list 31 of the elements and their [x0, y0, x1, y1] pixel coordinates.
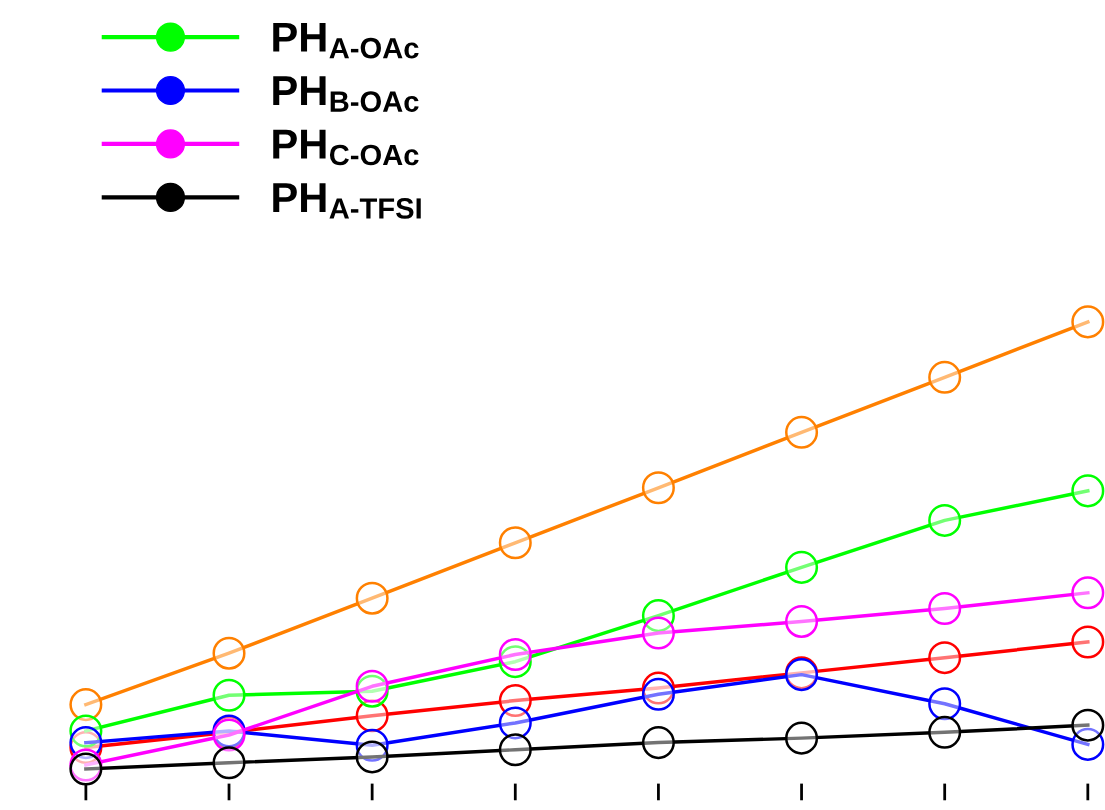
- legend-label: PH$_{C-OAc}$: [273, 129, 419, 166]
- point: [1071, 576, 1105, 610]
- point: [641, 677, 675, 711]
- point: [641, 726, 675, 760]
- point: [212, 746, 246, 780]
- point: [928, 687, 962, 721]
- point: [1071, 474, 1105, 508]
- point: [498, 526, 532, 560]
- legend-label: PH$_{A-OAc}$: [273, 22, 419, 59]
- point: [212, 636, 246, 670]
- point: [641, 616, 675, 650]
- legend-label: PH$_{A-TFSI}$: [273, 183, 421, 219]
- point: [928, 591, 962, 626]
- point: [928, 715, 962, 749]
- point: [1071, 305, 1105, 339]
- point: [355, 740, 389, 774]
- point: [212, 678, 246, 712]
- point: [928, 641, 962, 675]
- point: [498, 638, 532, 672]
- point: [355, 581, 389, 615]
- point: [498, 733, 532, 767]
- point: [785, 721, 819, 755]
- point: [785, 415, 819, 449]
- point: [1071, 625, 1105, 659]
- point: [785, 604, 819, 638]
- point: [928, 360, 962, 394]
- point: [1071, 708, 1105, 742]
- point: [928, 503, 962, 537]
- point: [785, 550, 819, 584]
- legend-label: PH$_{B-OAc}$: [273, 76, 419, 112]
- point: [641, 471, 675, 505]
